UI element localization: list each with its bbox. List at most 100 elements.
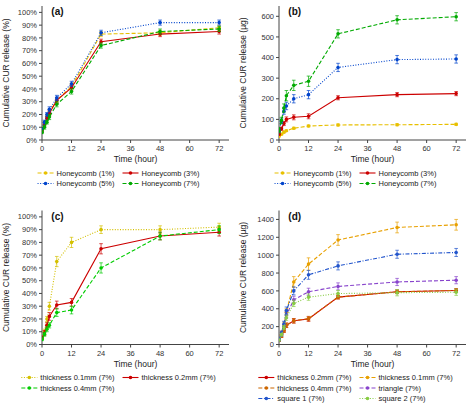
point xyxy=(48,324,52,328)
y-tick-label: 20% xyxy=(22,315,37,324)
x-tick-label: 36 xyxy=(126,349,134,358)
x-tick xyxy=(397,140,398,143)
x-tick-label: 36 xyxy=(126,144,134,153)
legend-item: thickness 0.2mm (7%) xyxy=(123,373,217,382)
error-bar xyxy=(48,107,52,112)
y-tick xyxy=(39,114,42,115)
point xyxy=(395,226,399,230)
error-bar xyxy=(280,117,284,123)
point xyxy=(158,228,162,232)
legend-label: thickness 0.1mm (7%) xyxy=(379,373,454,382)
error-bar xyxy=(42,131,44,134)
error-bar xyxy=(336,96,340,100)
y-tick-label: 30% xyxy=(22,302,37,311)
error-bar xyxy=(395,55,399,63)
error-bar xyxy=(454,289,458,295)
error-bar xyxy=(48,114,52,119)
point xyxy=(42,338,44,342)
error-bar xyxy=(285,117,289,122)
error-bar xyxy=(336,235,340,246)
y-tick xyxy=(276,326,279,327)
point xyxy=(454,57,458,61)
x-tick-label: 36 xyxy=(363,144,371,153)
point xyxy=(292,97,296,101)
legend-marker xyxy=(366,171,370,175)
y-tick xyxy=(276,255,279,256)
series-line xyxy=(279,17,456,131)
x-axis xyxy=(42,140,229,141)
legend-item: Honeycomb (3%) xyxy=(360,169,437,178)
y-tick xyxy=(276,219,279,220)
error-bar xyxy=(292,277,296,288)
x-axis xyxy=(279,140,466,141)
y-tick xyxy=(39,229,42,230)
error-bar xyxy=(307,125,311,127)
series xyxy=(279,289,458,343)
error-bar xyxy=(307,294,311,300)
point xyxy=(454,290,458,294)
point xyxy=(48,315,52,319)
point xyxy=(292,84,296,88)
y-tick-label: 500 xyxy=(261,33,274,42)
y-tick-label: 0% xyxy=(26,136,37,145)
y-tick-label: 10% xyxy=(22,327,37,336)
error-bar xyxy=(454,13,458,21)
x-tick-label: 60 xyxy=(185,349,193,358)
point xyxy=(217,228,221,232)
legend-marker xyxy=(366,397,370,401)
x-tick xyxy=(71,140,72,143)
point xyxy=(395,291,399,295)
error-bar xyxy=(279,339,281,341)
y-tick-label: 600 xyxy=(261,287,274,296)
x-tick xyxy=(426,345,427,348)
y-tick xyxy=(276,344,279,345)
legend-label: Honeycomb (5%) xyxy=(57,179,115,188)
y-tick-label: 90% xyxy=(22,21,37,30)
point xyxy=(279,338,281,342)
error-bar xyxy=(395,290,399,296)
error-bar xyxy=(55,256,59,266)
figure: 01224364860720%10%20%30%40%50%60%70%80%9… xyxy=(0,0,474,409)
y-tick xyxy=(39,63,42,64)
y-axis xyxy=(42,211,43,345)
y-tick xyxy=(276,98,279,99)
point xyxy=(307,295,311,299)
series xyxy=(42,20,221,130)
error-bar xyxy=(70,81,74,86)
legend-item: Honeycomb (1%) xyxy=(38,169,115,178)
series xyxy=(279,13,458,133)
legend-label: Honeycomb (3%) xyxy=(142,169,200,178)
error-bar xyxy=(336,124,340,126)
y-tick-label: 400 xyxy=(261,53,274,62)
y-axis xyxy=(279,211,280,345)
y-tick xyxy=(39,216,42,217)
x-tick xyxy=(426,140,427,143)
error-bar xyxy=(43,125,47,129)
error-bar xyxy=(158,232,162,240)
x-tick xyxy=(189,345,190,348)
y-tick xyxy=(39,88,42,89)
legend-label: Honeycomb (1%) xyxy=(57,169,115,178)
x-tick-label: 72 xyxy=(452,349,460,358)
point xyxy=(292,302,296,306)
point xyxy=(336,285,340,289)
error-bar xyxy=(48,323,52,328)
point xyxy=(307,79,311,83)
y-tick xyxy=(276,290,279,291)
series xyxy=(279,289,458,343)
point xyxy=(285,118,289,122)
point xyxy=(292,116,296,120)
error-bar xyxy=(99,263,103,273)
error-bar xyxy=(285,307,289,314)
point xyxy=(395,123,399,127)
legend-label: Honeycomb (7%) xyxy=(142,179,200,188)
error-bar xyxy=(336,30,340,38)
legend-item: Honeycomb (1%) xyxy=(275,169,352,178)
legend-marker xyxy=(28,376,32,380)
error-bar xyxy=(217,20,221,25)
legend-item: Honeycomb (7%) xyxy=(123,179,200,188)
error-bar xyxy=(307,114,311,119)
x-axis xyxy=(42,344,229,345)
error-bar xyxy=(48,313,52,321)
error-bar xyxy=(292,319,296,323)
